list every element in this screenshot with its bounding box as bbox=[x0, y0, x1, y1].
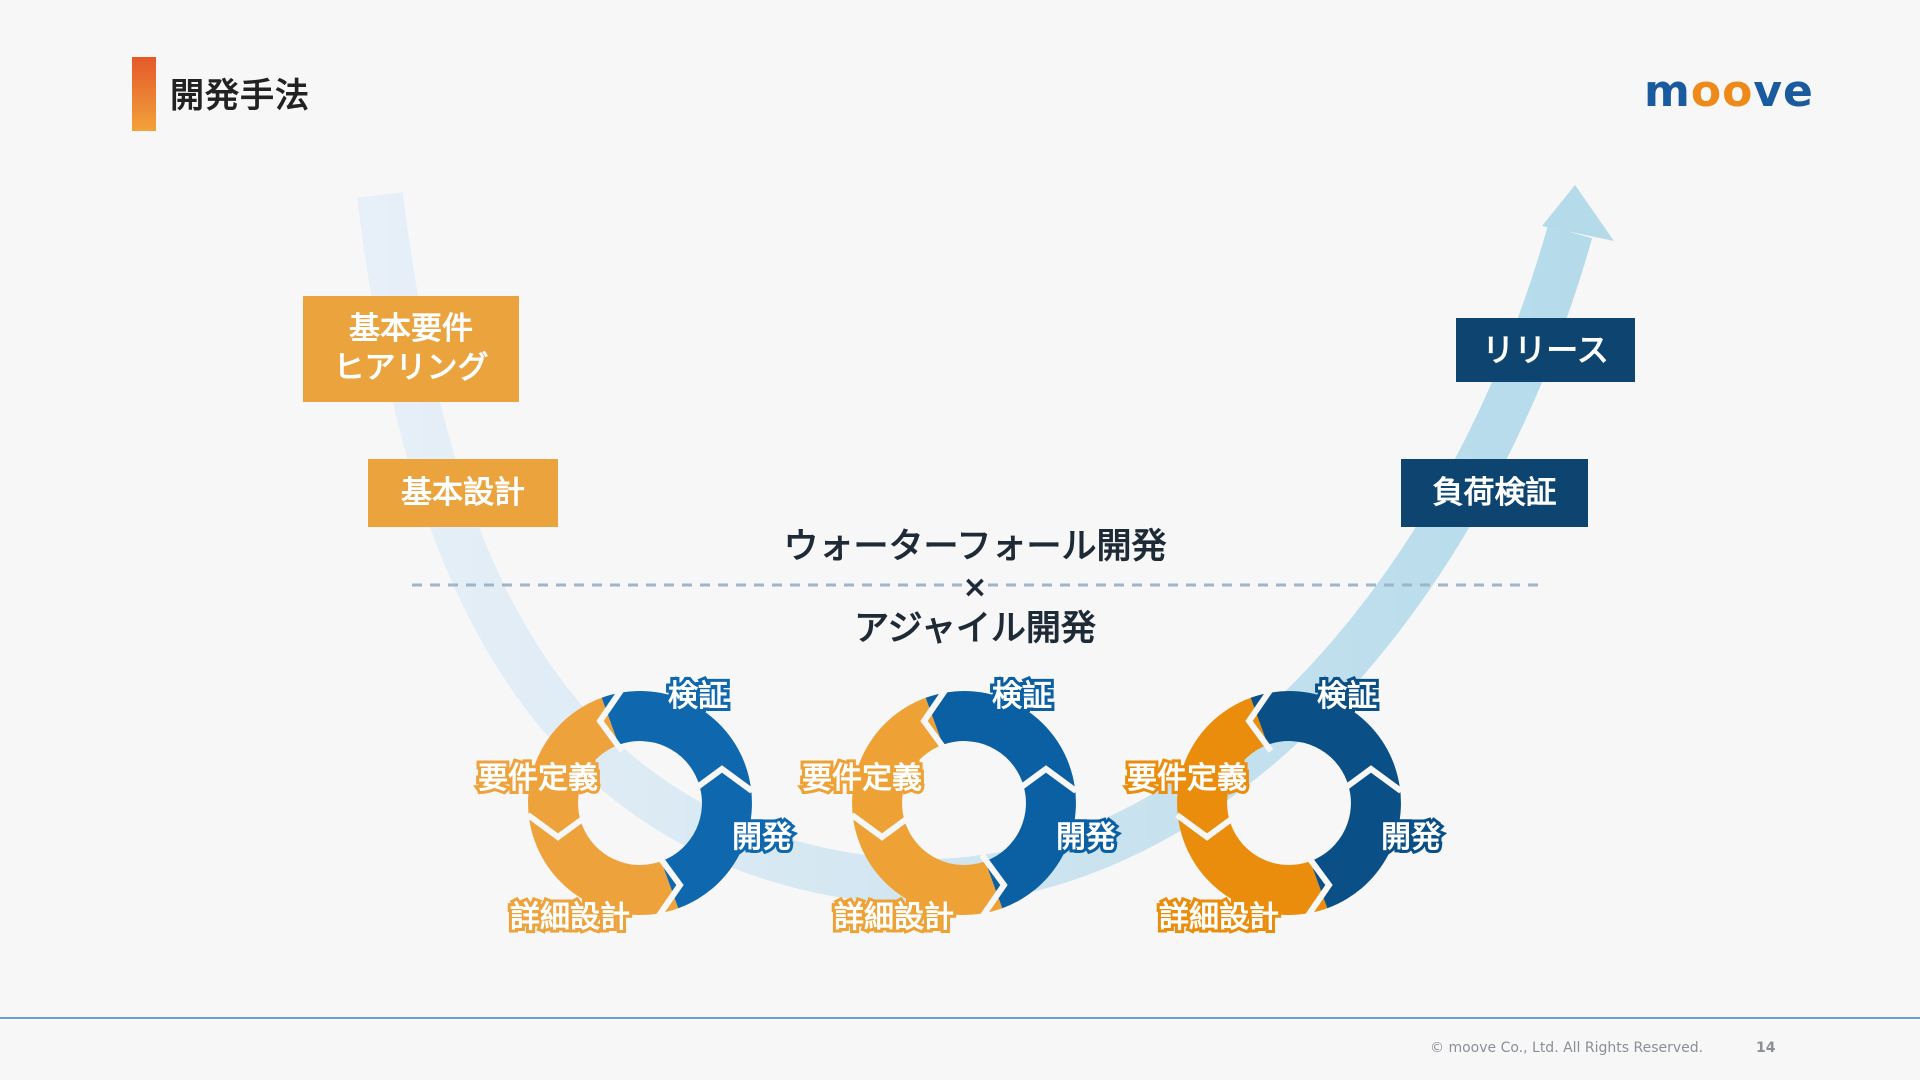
cycle-develop-label: 開発 bbox=[1381, 820, 1442, 855]
cycle-chevron-top bbox=[1245, 687, 1274, 753]
cycle-chevron-bottom bbox=[979, 853, 1008, 919]
logo-oo: oo bbox=[1690, 66, 1754, 117]
cycle-chevron-bottom bbox=[655, 853, 684, 919]
page-number: 14 bbox=[1756, 1040, 1776, 1056]
cycle-develop-label: 開発 bbox=[1056, 820, 1117, 855]
cycle-orange-arc bbox=[852, 697, 1003, 915]
waterfall-arrow-head bbox=[1542, 185, 1614, 241]
page-title: 開発手法 bbox=[170, 76, 310, 116]
cycle-verify-label: 検証 bbox=[992, 679, 1052, 714]
agile-label: アジャイル開発 bbox=[854, 609, 1096, 649]
cycle-chevron-left bbox=[1175, 812, 1239, 841]
cycle-chevron-right bbox=[690, 765, 754, 794]
cycle-chevron-top bbox=[920, 687, 949, 753]
cycle-verify-label: 検証 bbox=[1317, 679, 1377, 714]
cycle-design-label: 詳細設計 bbox=[834, 900, 954, 935]
cycle-requirements-label: 要件定義 bbox=[478, 761, 598, 796]
cycle-chevron-right bbox=[1339, 765, 1403, 794]
basic-requirements-hearing-box: 基本要件 ヒアリング bbox=[303, 296, 519, 402]
cycle-orange-arc bbox=[1177, 697, 1328, 915]
title-accent-bar bbox=[132, 57, 156, 131]
cycle-requirements-label: 要件定義 bbox=[1127, 761, 1247, 796]
cycle-design-label: 詳細設計 bbox=[510, 900, 630, 935]
cycle-chevron-left bbox=[526, 812, 590, 841]
cycle-orange-arc bbox=[528, 697, 679, 915]
cycle-blue-arc bbox=[925, 691, 1076, 909]
basic-design-box: 基本設計 bbox=[368, 459, 558, 527]
load-test-box: 負荷検証 bbox=[1401, 459, 1588, 527]
cycle-chevron-bottom bbox=[1304, 853, 1333, 919]
cycle-requirements-label: 要件定義 bbox=[802, 761, 922, 796]
cycle-blue-arc bbox=[1250, 691, 1401, 909]
cycle-develop-label: 開発 bbox=[732, 820, 793, 855]
logo-ve: ve bbox=[1753, 66, 1814, 117]
cycle-chevron-left bbox=[850, 812, 914, 841]
cycle-verify-label: 検証 bbox=[668, 679, 728, 714]
copyright-text: © moove Co., Ltd. All Rights Reserved. bbox=[1430, 1040, 1704, 1056]
moove-logo: moove bbox=[1644, 66, 1814, 117]
times-symbol: × bbox=[962, 570, 988, 605]
release-box: リリース bbox=[1456, 318, 1635, 382]
footer-divider bbox=[0, 1017, 1920, 1019]
cycle-chevron-right bbox=[1014, 765, 1078, 794]
cycle-design-label: 詳細設計 bbox=[1159, 900, 1279, 935]
logo-m: m bbox=[1644, 66, 1691, 117]
cycle-chevron-top bbox=[596, 687, 625, 753]
waterfall-label: ウォーターフォール開発 bbox=[783, 527, 1167, 567]
cycle-blue-arc bbox=[601, 691, 752, 909]
